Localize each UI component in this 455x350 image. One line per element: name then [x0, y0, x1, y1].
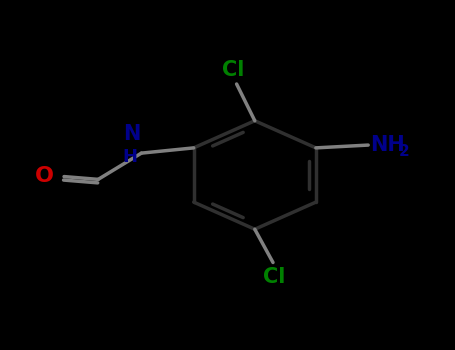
Text: H: H — [123, 148, 138, 166]
Text: O: O — [35, 166, 54, 186]
Text: Cl: Cl — [222, 61, 244, 80]
Text: 2: 2 — [399, 144, 410, 159]
Text: N: N — [123, 124, 141, 144]
Text: NH: NH — [370, 135, 405, 155]
Text: Cl: Cl — [263, 267, 285, 287]
